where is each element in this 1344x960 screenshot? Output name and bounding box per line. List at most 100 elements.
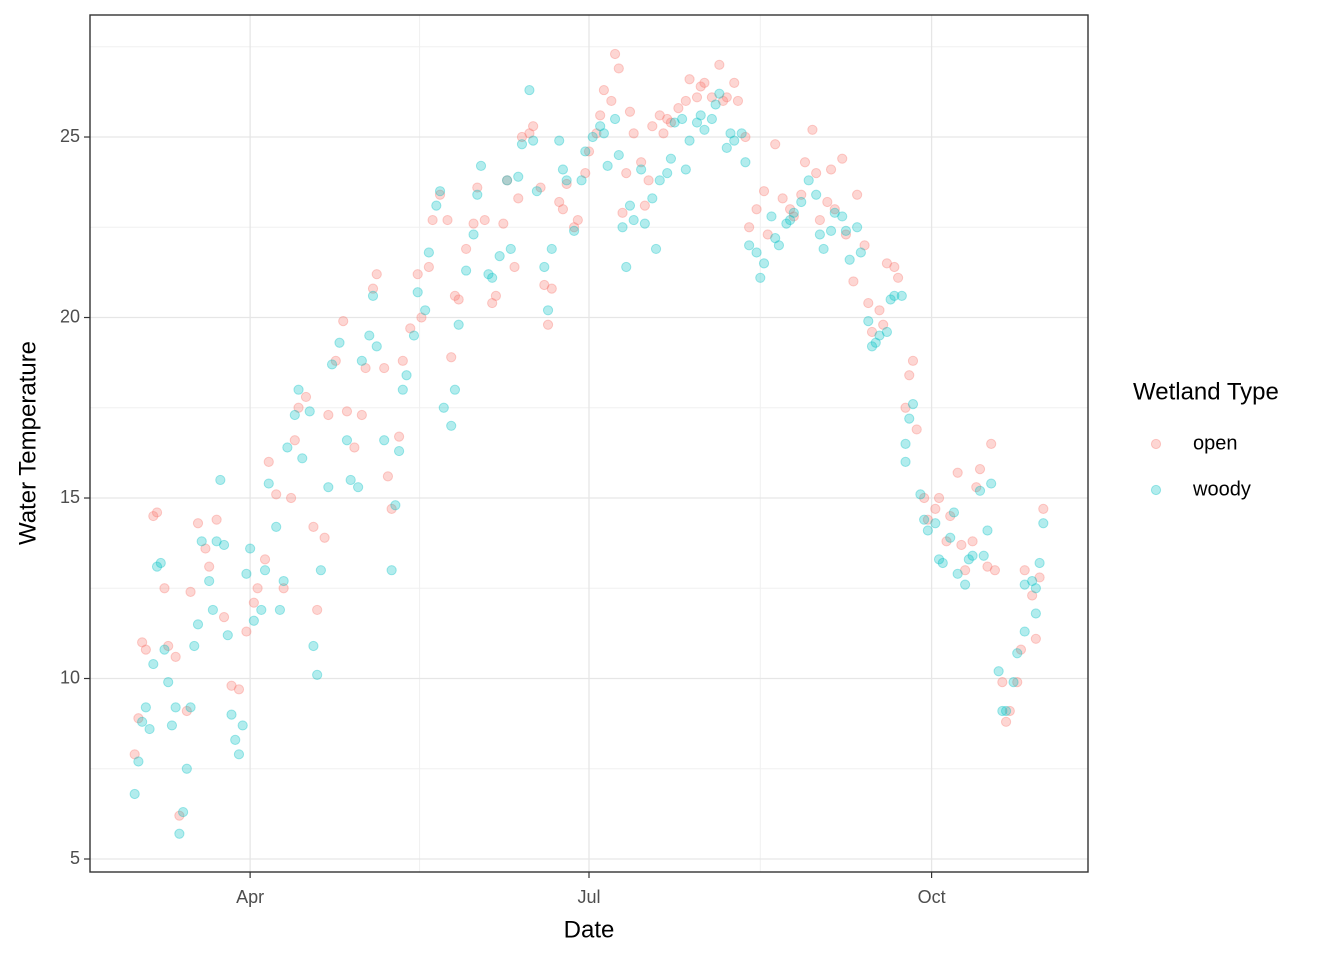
point [557,164,569,175]
point [758,186,770,197]
point [252,583,263,594]
point [524,84,535,96]
point [431,200,442,211]
point [837,153,848,164]
point [1019,565,1030,576]
point [539,261,550,273]
point [285,492,297,504]
point [531,186,542,197]
point [997,677,1008,688]
point [855,247,866,258]
point [226,709,237,720]
point [151,561,163,572]
point [1030,583,1041,594]
point [557,204,569,215]
point [647,121,658,132]
legend-marker [1150,484,1162,496]
point [811,189,822,200]
point [204,561,215,572]
point [453,319,464,330]
point [859,240,870,251]
x-tick-label: Apr [236,887,264,907]
point [572,214,583,226]
point [974,464,986,475]
point [501,175,513,186]
point [621,261,632,273]
point [974,485,986,496]
y-tick-label: 5 [70,848,80,868]
point [665,117,677,128]
point [837,211,848,222]
point [866,341,878,352]
point [434,189,446,200]
point [271,521,282,532]
legend-label: open [1193,432,1238,454]
point [580,146,591,157]
point [505,243,516,255]
point [356,409,367,421]
point [922,514,933,525]
point [904,413,915,424]
point [461,265,472,276]
point [1034,557,1045,569]
point [282,442,293,453]
point [744,222,755,233]
point [844,254,855,265]
point [330,355,341,366]
point [230,734,241,745]
point [215,474,226,486]
point [982,525,993,536]
point [226,680,237,691]
point [312,669,323,680]
legend-title: Wetland Type [1133,378,1279,405]
point [542,305,554,316]
point [293,402,304,413]
point [390,500,401,511]
point [878,319,889,330]
point [382,471,394,482]
point [621,168,632,179]
point [487,272,498,283]
point [721,92,732,103]
y-axis-title: Water Temperature [14,341,41,545]
point [852,189,863,200]
point [930,518,941,529]
point [237,720,248,731]
x-axis-title: Date [564,916,615,943]
point [770,232,781,244]
point [948,507,960,518]
point [137,716,148,727]
point [554,135,565,146]
point [423,261,434,273]
point [192,518,204,529]
point [483,269,494,280]
point [919,492,930,504]
point [278,575,289,587]
point [177,806,189,818]
point [245,543,256,554]
point [163,640,174,652]
point [140,702,151,713]
point [1000,705,1012,717]
point [472,189,483,200]
point [900,456,911,468]
point [211,536,222,547]
point [140,644,151,655]
y-tick-label: 20 [60,306,80,326]
point [1038,503,1049,514]
point [818,243,829,255]
point [796,196,807,208]
point [449,384,461,395]
point [933,492,945,504]
point [1012,648,1023,659]
point [930,503,941,514]
point [595,110,606,121]
point [1034,572,1045,583]
point [263,478,274,489]
point [617,222,628,233]
point [971,482,982,493]
point [174,810,185,821]
point [799,157,811,168]
point [699,124,710,135]
legend-label: woody [1192,478,1251,500]
